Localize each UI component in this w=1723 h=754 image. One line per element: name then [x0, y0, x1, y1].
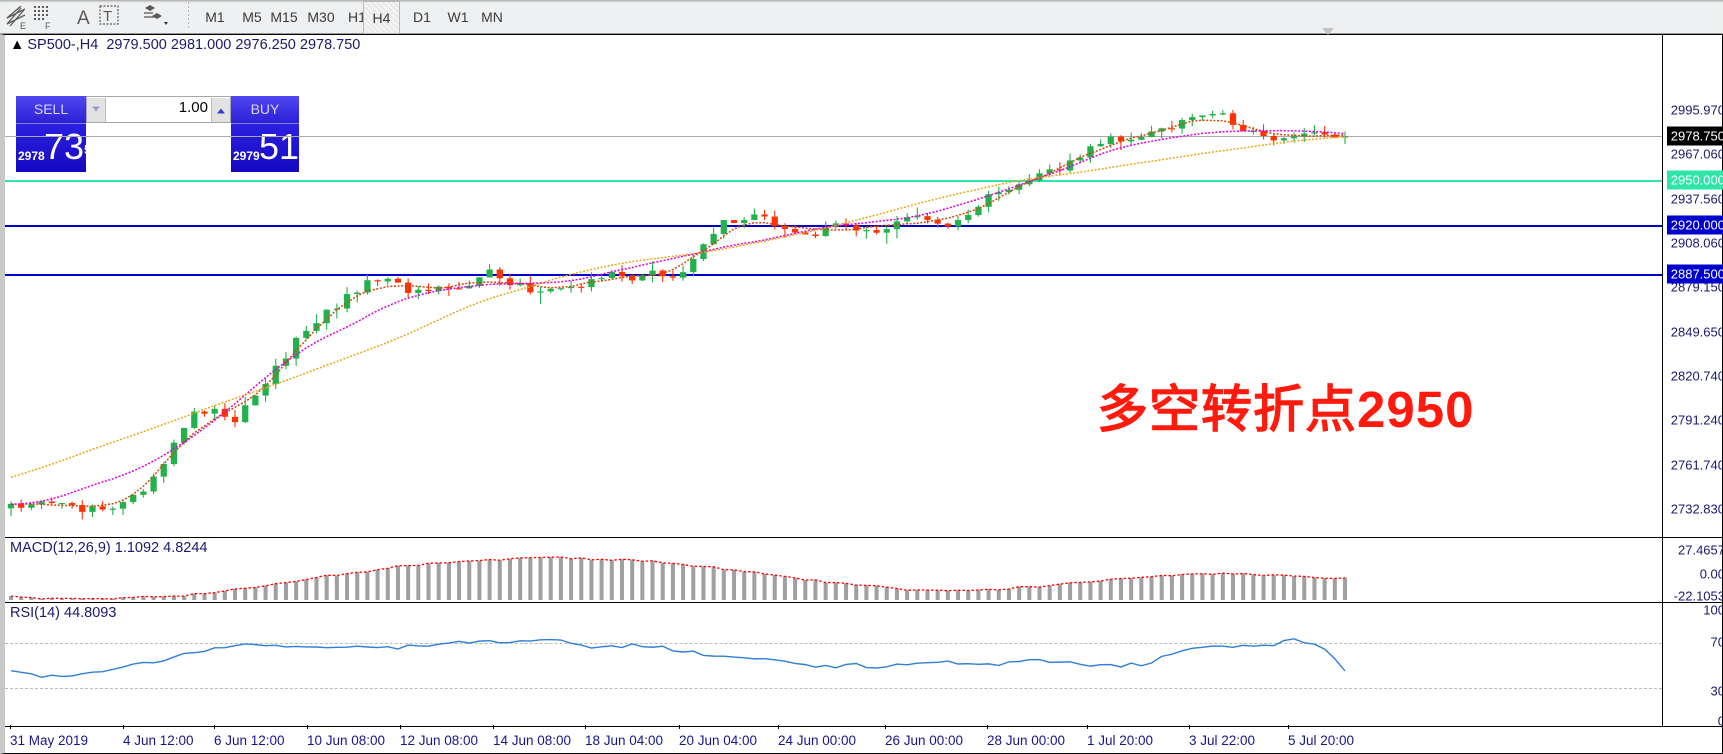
- svg-text:E: E: [20, 21, 26, 30]
- svg-text:A: A: [77, 8, 90, 29]
- svg-text:F: F: [45, 21, 51, 30]
- svg-text:T: T: [103, 8, 112, 25]
